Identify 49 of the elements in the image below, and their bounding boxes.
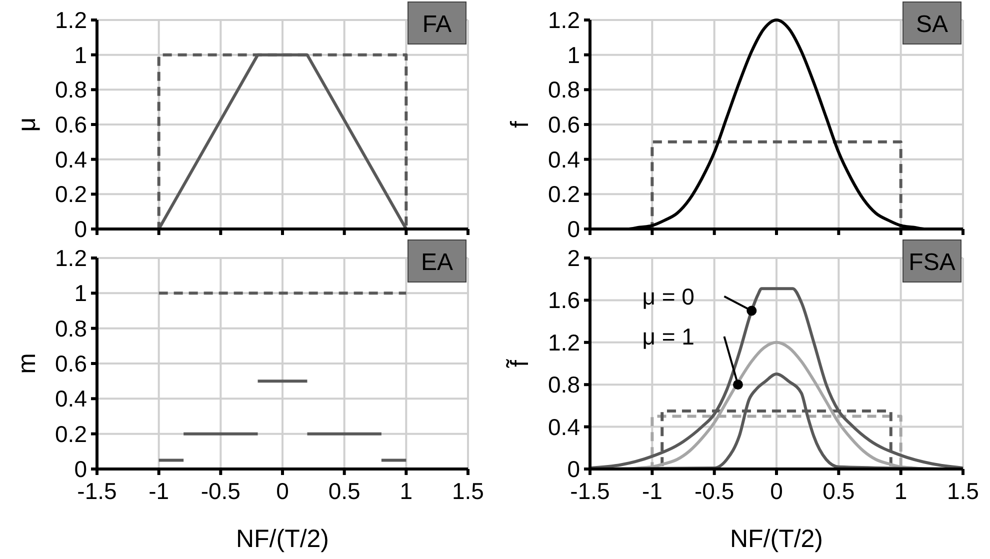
y-axis-title: f̃	[506, 358, 534, 369]
x-tick-label: 0	[770, 478, 783, 504]
y-tick-label: 0	[567, 216, 580, 242]
y-tick-label: 1	[74, 42, 87, 68]
y-tick-label: 1	[567, 42, 580, 68]
y-tick-label: 0.4	[548, 414, 580, 440]
x-axis-title: NF/(T/2)	[730, 525, 824, 553]
y-tick-label: 0.4	[55, 386, 88, 412]
y-tick-label: 0.2	[55, 420, 87, 447]
y-tick-label: 1.2	[548, 7, 580, 33]
x-tick-label: 1.5	[452, 478, 484, 504]
x-tick-label: 0.5	[822, 478, 855, 504]
y-tick-label: 0.6	[548, 112, 580, 138]
x-tick-label: 1	[894, 478, 908, 504]
y-axis-title: m	[13, 353, 41, 374]
x-axis-title: NF/(T/2)	[236, 525, 330, 553]
chart-title: FA	[422, 11, 452, 38]
y-tick-label: 0.2	[548, 181, 580, 208]
annotation: μ = 0	[642, 283, 694, 310]
y-tick-label: 0.8	[55, 315, 87, 342]
y-tick-label: 1.2	[55, 245, 87, 271]
y-axis-title: f	[506, 120, 534, 128]
y-tick-label: 0.2	[55, 181, 87, 208]
y-tick-label: 0	[74, 216, 87, 242]
y-axis-title: μ	[13, 117, 41, 132]
y-tick-label: 0.4	[548, 146, 580, 172]
x-tick-label: -0.5	[200, 478, 240, 504]
y-tick-label: 2	[567, 245, 580, 271]
x-tick-label: -1	[642, 478, 662, 504]
y-tick-label: 1	[74, 280, 87, 306]
chart-title: EA	[420, 249, 454, 276]
y-tick-label: 0.4	[55, 146, 88, 172]
y-tick-label: 0.8	[55, 76, 87, 103]
y-tick-label: 1.2	[55, 7, 87, 33]
chart-title: SA	[916, 11, 948, 38]
y-tick-label: 0.8	[548, 372, 580, 398]
x-tick-label: -0.5	[694, 478, 734, 504]
y-tick-label: 0.8	[548, 76, 580, 103]
x-tick-label: -1	[148, 478, 170, 504]
annotation: μ = 1	[642, 324, 694, 350]
y-tick-label: 0.6	[55, 112, 87, 138]
chart-title: FSA	[908, 249, 956, 276]
x-tick-label: 0	[276, 478, 289, 504]
x-tick-label: 0.5	[328, 478, 360, 504]
y-tick-label: 0.6	[55, 350, 87, 376]
y-tick-label: 1.6	[548, 287, 580, 314]
x-tick-label: 1.5	[947, 478, 979, 504]
x-tick-label: 1	[400, 478, 413, 504]
y-tick-label: 1.2	[548, 329, 580, 356]
